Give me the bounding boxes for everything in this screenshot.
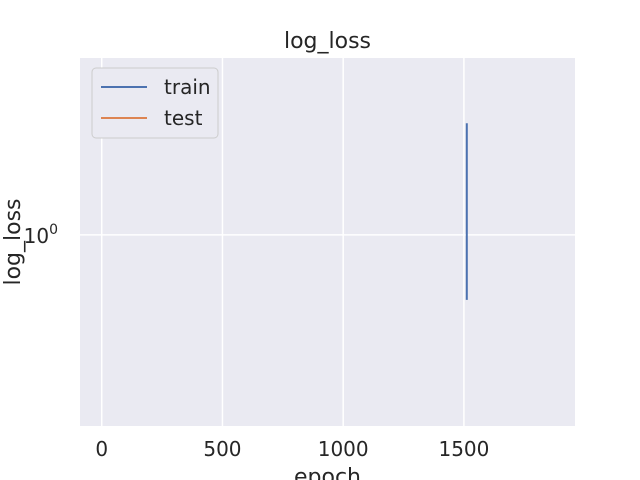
x-tick-label: 0: [95, 437, 108, 461]
y-axis-label: log_loss: [1, 198, 26, 285]
x-tick-label: 1000: [318, 437, 369, 461]
legend-label-train: train: [164, 75, 211, 99]
x-axis-label: epoch: [294, 465, 361, 480]
chart-title: log_loss: [284, 29, 371, 54]
ticks: 0 500 1000 1500 100: [24, 222, 490, 461]
y-tick-label: 100: [24, 222, 58, 248]
legend: train test: [91, 67, 219, 139]
x-tick-label: 500: [203, 437, 241, 461]
x-tick-label: 1500: [438, 437, 489, 461]
legend-box: [91, 67, 219, 139]
legend-label-test: test: [164, 106, 203, 130]
